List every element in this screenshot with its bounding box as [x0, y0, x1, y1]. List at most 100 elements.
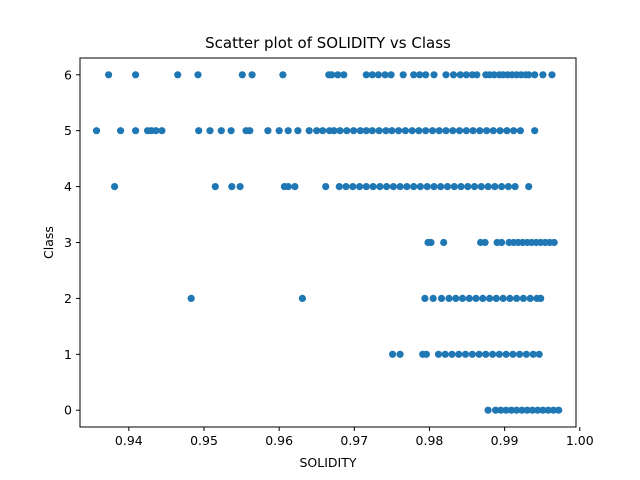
data-point [343, 127, 351, 135]
data-point [479, 294, 487, 302]
data-point [492, 294, 500, 302]
data-points [92, 71, 563, 414]
data-point [399, 71, 407, 79]
data-point [435, 127, 443, 135]
y-axis-label: Class [41, 226, 56, 259]
data-point [526, 294, 534, 302]
data-point [362, 71, 370, 79]
data-point [450, 183, 458, 191]
chart-title: Scatter plot of SOLIDITY vs Class [205, 34, 451, 52]
data-point [440, 238, 448, 247]
x-tick-label: 0.96 [265, 433, 293, 448]
data-point [502, 406, 510, 414]
data-point [396, 350, 404, 358]
data-point [92, 127, 101, 135]
data-point [455, 350, 463, 358]
data-point [464, 183, 472, 191]
data-point [525, 183, 533, 191]
data-point [158, 127, 166, 135]
data-point [428, 127, 437, 135]
data-point [388, 127, 396, 135]
data-point [489, 127, 497, 135]
data-point [529, 350, 537, 358]
data-point [495, 350, 503, 358]
data-point [430, 183, 438, 191]
data-point [356, 127, 364, 135]
data-point [518, 406, 526, 414]
y-tick-label: 6 [64, 67, 72, 82]
data-point [465, 294, 473, 302]
y-tick-label: 5 [64, 123, 72, 138]
data-point [531, 127, 539, 135]
data-point [528, 406, 537, 414]
data-point [489, 350, 497, 358]
data-point [437, 183, 445, 191]
data-point [470, 183, 479, 191]
data-point [548, 71, 556, 79]
data-point [539, 71, 547, 79]
y-axis-ticks: 0 1 2 3 4 5 6 [64, 67, 80, 418]
data-point [461, 350, 470, 358]
data-point [382, 127, 390, 135]
data-point [356, 183, 364, 191]
data-point [513, 294, 521, 302]
data-point [455, 127, 464, 135]
data-point [472, 294, 480, 302]
data-point [484, 406, 492, 414]
data-point [445, 294, 453, 302]
data-point [389, 183, 397, 191]
data-point [506, 294, 514, 302]
data-point [362, 127, 370, 135]
data-point [334, 71, 342, 79]
data-point [403, 183, 411, 191]
data-point [456, 71, 464, 79]
data-point [502, 350, 510, 358]
data-point [442, 71, 450, 79]
data-point [174, 71, 182, 79]
data-point [534, 406, 542, 414]
data-point [473, 71, 481, 79]
data-point [336, 127, 344, 135]
data-point [284, 127, 292, 135]
data-point [452, 294, 460, 302]
data-point [298, 294, 306, 302]
data-point [381, 71, 389, 79]
data-point [516, 127, 525, 135]
data-point [264, 127, 272, 135]
data-point [375, 127, 383, 135]
data-point [513, 406, 521, 414]
data-point [132, 71, 140, 79]
data-point [410, 71, 418, 79]
data-point [457, 183, 465, 191]
x-tick-label: 0.94 [115, 433, 143, 448]
data-point [449, 71, 458, 79]
data-point [427, 238, 435, 247]
data-point [497, 406, 505, 414]
data-point [539, 406, 547, 414]
data-point [531, 71, 539, 79]
data-point [335, 183, 343, 191]
data-point [535, 350, 543, 358]
data-point [322, 183, 330, 191]
data-point [421, 294, 429, 302]
data-point [396, 183, 404, 191]
data-point [227, 127, 235, 135]
y-tick-label: 0 [64, 403, 72, 418]
data-point [387, 71, 395, 79]
data-point [408, 127, 416, 135]
data-point [132, 127, 140, 135]
data-point [313, 127, 321, 135]
data-point [111, 183, 119, 191]
y-tick-label: 2 [64, 291, 72, 306]
data-point [441, 350, 449, 358]
data-point [443, 183, 452, 191]
data-point [401, 127, 409, 135]
y-tick-label: 3 [64, 235, 72, 250]
x-axis-label: SOLIDITY [299, 455, 356, 470]
data-point [291, 183, 299, 191]
data-point [509, 127, 518, 135]
data-point [350, 127, 358, 135]
data-point [330, 127, 338, 135]
data-point [340, 71, 348, 79]
